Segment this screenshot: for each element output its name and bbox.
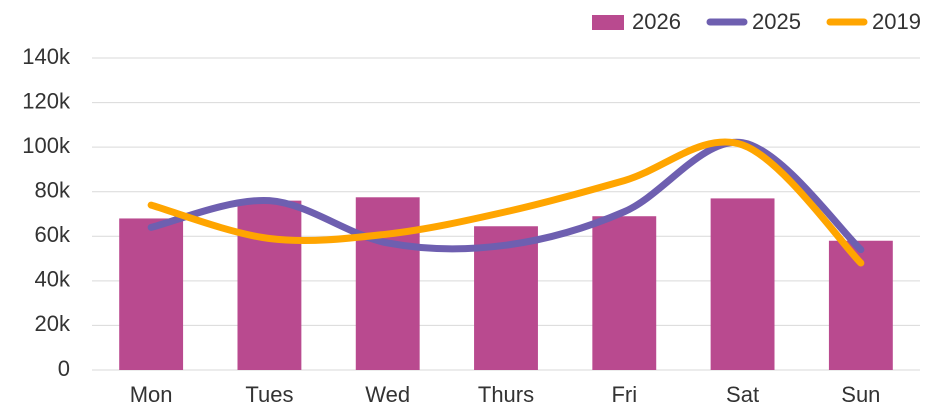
legend-swatch (592, 15, 624, 30)
bar (237, 200, 302, 370)
y-tick-label: 120k (22, 88, 71, 113)
x-tick-label: Fri (611, 382, 637, 407)
bar (119, 218, 184, 370)
x-tick-label: Sun (841, 382, 880, 407)
y-tick-label: 60k (35, 222, 71, 247)
y-tick-label: 0 (58, 356, 70, 381)
x-tick-label: Sat (726, 382, 759, 407)
y-tick-label: 20k (35, 311, 71, 336)
y-tick-label: 40k (35, 267, 71, 292)
x-tick-label: Tues (245, 382, 293, 407)
y-tick-label: 140k (22, 44, 71, 69)
legend-label: 2025 (752, 9, 801, 34)
x-tick-label: Thurs (478, 382, 534, 407)
y-tick-label: 80k (35, 178, 71, 203)
legend-label: 2026 (632, 9, 681, 34)
bar (710, 198, 775, 370)
bar (592, 216, 657, 370)
x-tick-label: Mon (130, 382, 173, 407)
legend-label: 2019 (872, 9, 921, 34)
x-tick-label: Wed (365, 382, 410, 407)
y-tick-label: 100k (22, 133, 71, 158)
line-series (147, 138, 865, 267)
bar (355, 197, 420, 370)
